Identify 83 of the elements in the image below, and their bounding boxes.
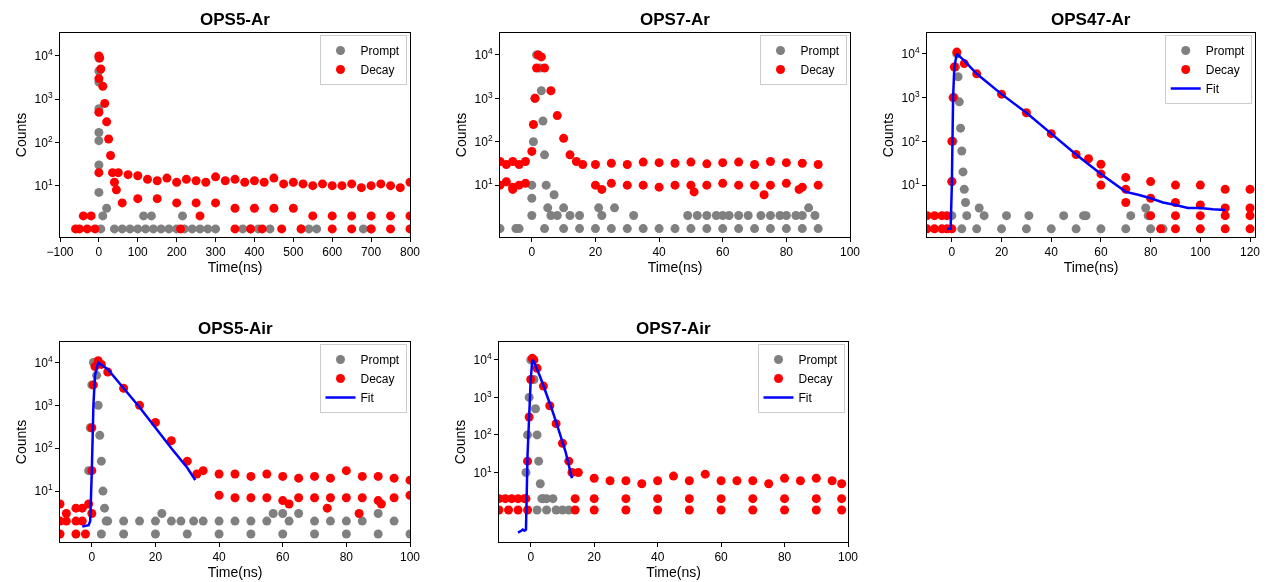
y-tick-label: 10$^{4}$ xyxy=(901,45,920,62)
legend-label: Decay xyxy=(800,63,835,78)
y-tick-label: 10$^{2}$ xyxy=(34,133,53,150)
y-axis-title: Counts xyxy=(452,419,469,465)
y-tick-label: 10$^{4}$ xyxy=(474,46,493,63)
y-axis-title: Counts xyxy=(453,112,470,158)
chart-title: OPS7-Ar xyxy=(640,10,711,29)
legend-label: Decay xyxy=(1205,63,1240,78)
x-tick-label: 40 xyxy=(1044,245,1059,260)
x-tick-label: 0 xyxy=(527,550,535,565)
x-tick-label: 0 xyxy=(88,550,96,565)
x-tick-label: 80 xyxy=(777,550,792,565)
x-axis-title: Time(ns) xyxy=(647,259,703,276)
x-tick-label: 800 xyxy=(399,245,421,260)
x-tick-label: 60 xyxy=(1094,245,1108,260)
x-axis-title: Time(ns) xyxy=(207,259,263,276)
legend-label: Fit xyxy=(1205,82,1220,97)
y-tick-label: 10$^{1}$ xyxy=(474,176,493,193)
x-tick-label: 80 xyxy=(1143,245,1158,260)
x-tick-label: 100 xyxy=(399,550,421,565)
legend-label: Prompt xyxy=(360,353,400,368)
x-axis-title: Time(ns) xyxy=(1063,259,1119,276)
legend-label: Fit xyxy=(360,391,375,406)
y-tick-label: 10$^{2}$ xyxy=(474,132,493,149)
y-tick-label: 10$^{1}$ xyxy=(901,176,920,193)
x-tick-label: 20 xyxy=(148,550,163,565)
legend-label: Prompt xyxy=(1205,44,1246,59)
y-tick-label: 10$^{3}$ xyxy=(901,88,920,105)
y-tick-label: 10$^{3}$ xyxy=(473,388,492,405)
chart-title: OPS7-Air xyxy=(636,319,712,338)
y-tick-label: 10$^{2}$ xyxy=(473,426,492,443)
x-tick-label: −100 xyxy=(46,245,74,260)
x-tick-label: 100 xyxy=(839,245,861,260)
legend-label: Prompt xyxy=(798,353,838,368)
legend-label: Fit xyxy=(798,391,813,406)
y-tick-label: 10$^{4}$ xyxy=(473,351,492,368)
y-tick-label: 10$^{3}$ xyxy=(34,90,53,107)
legend-label: Prompt xyxy=(800,44,840,59)
y-axis-title: Counts xyxy=(13,419,30,465)
x-tick-label: 40 xyxy=(650,550,665,565)
x-tick-label: 100 xyxy=(127,245,149,260)
y-tick-label: 10$^{3}$ xyxy=(34,396,53,413)
chart-title: OPS5-Air xyxy=(198,319,274,338)
x-tick-label: 0 xyxy=(528,245,536,260)
x-tick-label: 0 xyxy=(95,245,103,260)
y-axis-title: Counts xyxy=(13,112,30,158)
x-tick-label: 120 xyxy=(1240,245,1261,260)
y-tick-label: 10$^{4}$ xyxy=(34,47,53,64)
y-tick-label: 10$^{1}$ xyxy=(473,463,492,480)
x-tick-label: 0 xyxy=(948,245,956,260)
x-tick-label: 80 xyxy=(779,245,794,260)
legend-label: Decay xyxy=(360,372,395,387)
y-tick-label: 10$^{4}$ xyxy=(34,353,53,370)
y-axis-title: Counts xyxy=(880,112,897,158)
x-tick-label: 80 xyxy=(339,550,354,565)
x-tick-label: 60 xyxy=(714,550,729,565)
x-tick-label: 600 xyxy=(322,245,343,260)
x-axis-title: Time(ns) xyxy=(646,564,701,581)
x-axis-title: Time(ns) xyxy=(207,564,263,581)
y-tick-label: 10$^{2}$ xyxy=(34,439,53,456)
x-tick-label: 60 xyxy=(276,550,290,565)
x-tick-label: 40 xyxy=(212,550,227,565)
x-tick-label: 400 xyxy=(244,245,265,260)
y-tick-label: 10$^{3}$ xyxy=(474,89,493,106)
x-tick-label: 100 xyxy=(837,550,859,565)
x-tick-label: 20 xyxy=(588,245,603,260)
legend-label: Prompt xyxy=(360,44,400,59)
x-tick-label: 60 xyxy=(716,245,730,260)
y-tick-label: 10$^{2}$ xyxy=(901,132,920,149)
y-tick-label: 10$^{1}$ xyxy=(34,482,53,499)
chart-title: OPS5-Ar xyxy=(200,10,271,29)
x-tick-label: 500 xyxy=(283,245,304,260)
legend-label: Decay xyxy=(798,372,833,387)
x-tick-label: 20 xyxy=(994,245,1009,260)
chart-title: OPS47-Ar xyxy=(1051,10,1131,29)
x-tick-label: 100 xyxy=(1190,245,1211,260)
y-tick-label: 10$^{1}$ xyxy=(34,176,53,193)
x-tick-label: 200 xyxy=(166,245,187,260)
legend-label: Decay xyxy=(360,63,395,78)
x-tick-label: 40 xyxy=(652,245,667,260)
x-tick-label: 20 xyxy=(587,550,602,565)
x-tick-label: 700 xyxy=(361,245,382,260)
x-tick-label: 300 xyxy=(205,245,226,260)
